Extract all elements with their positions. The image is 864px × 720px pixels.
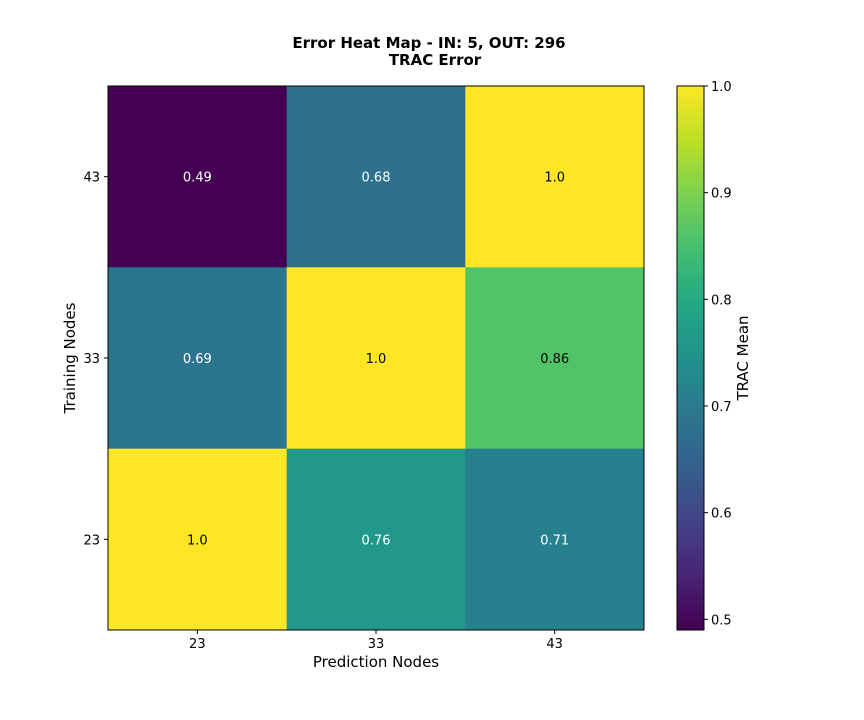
heatmap-cell <box>108 448 288 631</box>
colorbar-tick-label: 0.7 <box>711 400 732 415</box>
heatmap-cell <box>286 448 466 631</box>
x-axis-label: Prediction Nodes <box>313 653 439 671</box>
heatmap-cells: 0.49 0.68 1.0 0.69 1.0 0.86 1.0 0.76 0.71 <box>108 86 645 631</box>
heatmap-cell <box>465 448 645 631</box>
chart-subtitle: TRAC Error <box>389 51 482 69</box>
y-tick-label: 43 <box>83 171 100 186</box>
x-tick-label: 33 <box>368 637 385 652</box>
colorbar-tick-label: 1.0 <box>711 80 732 95</box>
cell-value-label: 0.49 <box>183 171 212 186</box>
cell-value-label: 0.76 <box>362 533 391 548</box>
x-tick-label: 43 <box>546 637 563 652</box>
heatmap-cell <box>465 86 645 268</box>
colorbar-tick-label: 0.9 <box>711 187 732 202</box>
x-tick-label: 23 <box>189 637 206 652</box>
x-axis-ticks: 23 33 43 <box>189 630 563 652</box>
heatmap-cell <box>286 267 466 450</box>
colorbar <box>676 85 705 631</box>
heatmap-cell <box>465 267 645 450</box>
cell-value-label: 0.69 <box>183 352 212 367</box>
cell-value-label: 0.68 <box>362 171 391 186</box>
cell-value-label: 0.86 <box>540 352 569 367</box>
heatmap-cell <box>108 86 288 268</box>
colorbar-tick-label: 0.6 <box>711 507 732 522</box>
cell-value-label: 1.0 <box>187 533 208 548</box>
colorbar-tick-label: 0.8 <box>711 293 732 308</box>
colorbar-label: TRAC Mean <box>734 315 752 401</box>
cell-value-label: 1.0 <box>544 171 565 186</box>
cell-value-label: 1.0 <box>366 352 387 367</box>
colorbar-ticks: 0.5 0.6 0.7 0.8 0.9 1.0 <box>704 80 732 628</box>
y-axis-ticks: 43 33 23 <box>83 171 108 548</box>
chart-title: Error Heat Map - IN: 5, OUT: 296 <box>292 34 565 52</box>
y-axis-label: Training Nodes <box>61 302 79 414</box>
cell-value-label: 0.71 <box>540 533 569 548</box>
heatmap-cell <box>286 86 466 268</box>
heatmap-cell <box>108 267 288 450</box>
y-tick-label: 23 <box>83 533 100 548</box>
colorbar-tick-label: 0.5 <box>711 613 732 628</box>
y-tick-label: 33 <box>83 352 100 367</box>
